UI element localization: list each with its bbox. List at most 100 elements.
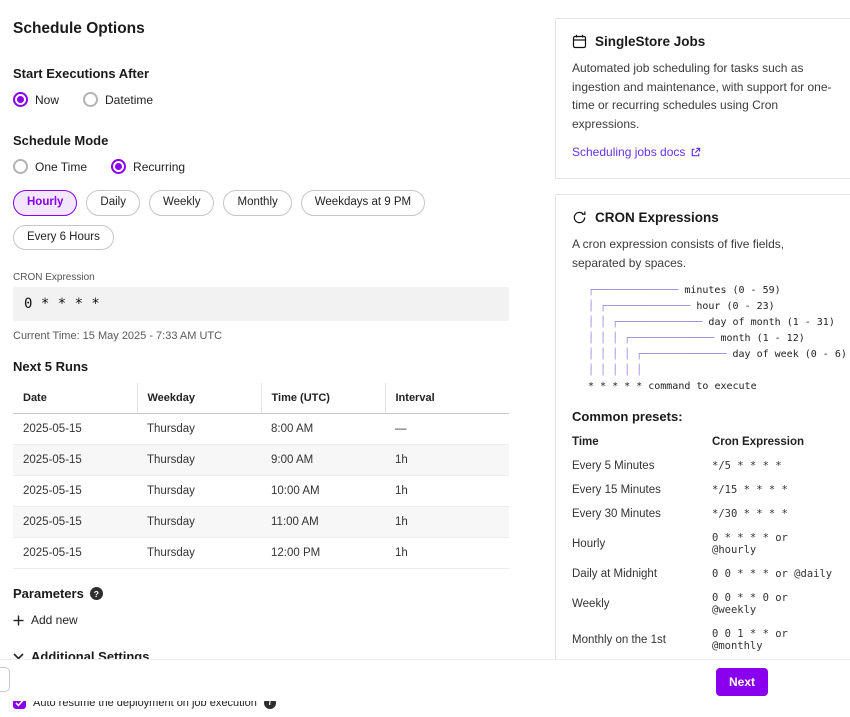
diagram-lines: │ │ │ │ ┌──────────────: [588, 349, 733, 360]
preset-column-expression: Cron Expression: [712, 436, 834, 448]
preset-name: Every 30 Minutes: [572, 508, 712, 520]
add-parameter-label: Add new: [31, 613, 78, 627]
table-row: 2025-05-15 Thursday 11:00 AM 1h: [13, 507, 509, 538]
next-button[interactable]: Next: [716, 668, 768, 696]
radio-datetime[interactable]: Datetime: [83, 92, 153, 107]
preset-expression: 0 0 1 * * or @monthly: [712, 628, 834, 652]
diagram-label: day of week (0 - 6): [733, 349, 847, 360]
schedule-mode-heading: Schedule Mode: [13, 133, 509, 148]
column-header-date: Date: [13, 383, 137, 414]
radio-one-time-control[interactable]: [13, 159, 28, 174]
preset-expression: 0 0 * * 0 or @weekly: [712, 592, 834, 616]
cell-time: 10:00 AM: [261, 476, 385, 507]
radio-one-time-label: One Time: [35, 160, 87, 174]
pill-daily[interactable]: Daily: [86, 190, 140, 216]
cell-time: 8:00 AM: [261, 414, 385, 445]
page-title: Schedule Options: [13, 20, 509, 38]
singlestore-jobs-card: SingleStore Jobs Automated job schedulin…: [555, 18, 850, 179]
cell-date: 2025-05-15: [13, 507, 137, 538]
scheduling-docs-link-label: Scheduling jobs docs: [572, 145, 685, 159]
common-presets-heading: Common presets:: [572, 409, 834, 424]
diagram-label: day of month (1 - 31): [708, 317, 834, 328]
diagram-label: hour (0 - 23): [696, 301, 774, 312]
cell-weekday: Thursday: [137, 538, 261, 569]
preset-name: Daily at Midnight: [572, 568, 712, 580]
table-row: 2025-05-15 Thursday 10:00 AM 1h: [13, 476, 509, 507]
pill-hourly[interactable]: Hourly: [13, 190, 77, 216]
cron-icon: [572, 210, 587, 225]
radio-now[interactable]: Now: [13, 92, 59, 107]
help-icon[interactable]: ?: [90, 587, 103, 600]
start-executions-after-heading: Start Executions After: [13, 66, 509, 81]
radio-datetime-label: Datetime: [105, 93, 153, 107]
cron-card-title: CRON Expressions: [595, 210, 719, 225]
table-row: 2025-05-15 Thursday 8:00 AM —: [13, 414, 509, 445]
calendar-icon: [572, 34, 587, 49]
cell-interval: 1h: [385, 445, 509, 476]
preset-name: Monthly on the 1st: [572, 634, 712, 646]
pill-every-6-hours[interactable]: Every 6 Hours: [13, 225, 114, 251]
preset-expression: */5 * * * *: [712, 460, 834, 472]
schedule-mode-radio-group: One Time Recurring: [13, 159, 509, 174]
cron-expression-label: CRON Expression: [13, 272, 509, 283]
table-row: 2025-05-15 Thursday 12:00 PM 1h: [13, 538, 509, 569]
preset-name: Every 5 Minutes: [572, 460, 712, 472]
next-runs-table: Date Weekday Time (UTC) Interval 2025-05…: [13, 383, 509, 569]
diagram-lines: │ │ │ ┌──────────────: [588, 333, 720, 344]
parameters-heading: Parameters: [13, 586, 84, 601]
pill-weekly[interactable]: Weekly: [149, 190, 215, 216]
scheduling-docs-link[interactable]: Scheduling jobs docs: [572, 145, 701, 159]
footer-bar: Next: [0, 659, 850, 701]
radio-now-label: Now: [35, 93, 59, 107]
table-row: 2025-05-15 Thursday 9:00 AM 1h: [13, 445, 509, 476]
plus-icon: [13, 615, 24, 626]
cell-time: 12:00 PM: [261, 538, 385, 569]
jobs-card-title: SingleStore Jobs: [595, 34, 705, 49]
diagram-lines: │ │ │ │ │: [588, 365, 642, 376]
cell-interval: —: [385, 414, 509, 445]
radio-one-time[interactable]: One Time: [13, 159, 87, 174]
external-link-icon: [690, 147, 701, 158]
add-parameter-button[interactable]: Add new: [13, 613, 78, 627]
diagram-label: command to execute: [648, 381, 756, 392]
diagram-stars: * * * * *: [588, 381, 648, 392]
diagram-label: month (1 - 12): [720, 333, 804, 344]
cell-date: 2025-05-15: [13, 414, 137, 445]
column-header-time: Time (UTC): [261, 383, 385, 414]
preset-expression: 0 * * * * or @hourly: [712, 532, 834, 556]
preset-name: Weekly: [572, 598, 712, 610]
pill-weekdays-9pm[interactable]: Weekdays at 9 PM: [301, 190, 425, 216]
preset-name: Every 15 Minutes: [572, 484, 712, 496]
diagram-label: minutes (0 - 59): [684, 285, 780, 296]
preset-name: Hourly: [572, 538, 712, 550]
column-header-interval: Interval: [385, 383, 509, 414]
help-sidebar: SingleStore Jobs Automated job schedulin…: [555, 18, 850, 685]
back-button-partial[interactable]: [0, 667, 10, 692]
cell-date: 2025-05-15: [13, 476, 137, 507]
schedule-options-panel: Schedule Options Start Executions After …: [13, 20, 509, 717]
column-header-weekday: Weekday: [137, 383, 261, 414]
pill-monthly[interactable]: Monthly: [223, 190, 291, 216]
radio-recurring-label: Recurring: [133, 160, 185, 174]
radio-now-control[interactable]: [13, 92, 28, 107]
cron-presets-table: Time Cron Expression Every 5 Minutes */5…: [572, 436, 834, 652]
cron-preset-pills: Hourly Daily Weekly Monthly Weekdays at …: [13, 190, 509, 250]
cron-field-diagram: ┌────────────── minutes (0 - 59) │ ┌────…: [588, 283, 834, 395]
radio-datetime-control[interactable]: [83, 92, 98, 107]
cron-card-description: A cron expression consists of five field…: [572, 235, 834, 272]
radio-recurring-control[interactable]: [111, 159, 126, 174]
radio-recurring[interactable]: Recurring: [111, 159, 185, 174]
start-after-radio-group: Now Datetime: [13, 92, 509, 107]
current-time-text: Current Time: 15 May 2025 - 7:33 AM UTC: [13, 330, 509, 342]
table-header-row: Date Weekday Time (UTC) Interval: [13, 383, 509, 414]
radio-dot: [115, 163, 122, 170]
cell-weekday: Thursday: [137, 476, 261, 507]
next-runs-heading: Next 5 Runs: [13, 359, 509, 374]
cell-date: 2025-05-15: [13, 445, 137, 476]
diagram-lines: │ │ ┌──────────────: [588, 317, 708, 328]
diagram-lines: │ ┌──────────────: [588, 301, 696, 312]
cell-date: 2025-05-15: [13, 538, 137, 569]
preset-expression: */15 * * * *: [712, 484, 834, 496]
cell-interval: 1h: [385, 507, 509, 538]
cron-expression-input[interactable]: [13, 287, 509, 321]
